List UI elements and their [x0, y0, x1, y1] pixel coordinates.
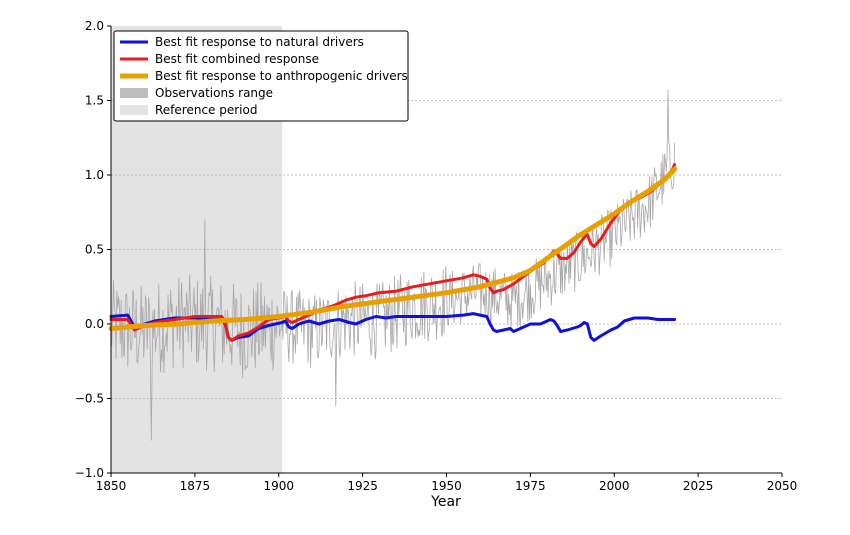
y-tick-label: −0.5: [75, 392, 104, 406]
legend-swatch-3: [120, 88, 148, 98]
x-tick-label: 2000: [599, 479, 630, 493]
observations-range: [110, 89, 675, 441]
legend-label-4: Reference period: [155, 103, 257, 117]
legend-label-2: Best fit response to anthropogenic drive…: [155, 69, 408, 83]
legend-label-0: Best fit response to natural drivers: [155, 35, 364, 49]
x-tick-label: 1975: [515, 479, 546, 493]
observations-range-trace: [110, 89, 675, 441]
legend-label-1: Best fit combined response: [155, 52, 319, 66]
y-tick-label: 0.5: [85, 243, 104, 257]
y-tick-label: 1.0: [85, 168, 104, 182]
legend-box: [113, 30, 409, 122]
tick-labels: 1850 1875 1900 1925 1950 1975 2000 2025 2050 2.0 1…: [75, 19, 797, 493]
x-tick-label: 2025: [683, 479, 714, 493]
y-tick-label: 0.0: [85, 317, 104, 331]
legend: Best fit response to natural drivers Best…: [113, 30, 409, 122]
x-axis-title: Year: [430, 494, 461, 510]
x-tick-label: 1950: [431, 479, 462, 493]
series-line-0: [109, 312, 677, 342]
legend-label-3: Observations range: [155, 86, 273, 100]
x-tick-label: 2050: [767, 479, 798, 493]
x-tick-label: 1850: [96, 479, 127, 493]
x-tick-label: 1900: [263, 479, 294, 493]
series-line-1: [109, 163, 677, 342]
y-tick-label: −1.0: [75, 466, 104, 480]
y-tick-label: 1.5: [85, 94, 104, 108]
y-tick-label: 2.0: [85, 19, 104, 33]
x-tick-label: 1925: [347, 479, 378, 493]
series-lines: [108, 163, 678, 342]
legend-swatch-4: [120, 105, 148, 115]
x-tick-label: 1875: [180, 479, 211, 493]
series-line-2: [108, 166, 678, 331]
